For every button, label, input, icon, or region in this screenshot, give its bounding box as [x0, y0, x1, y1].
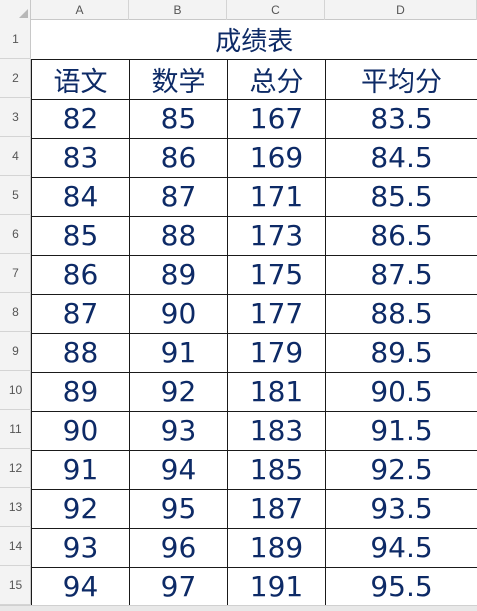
cell-total[interactable]: 167 — [228, 99, 326, 138]
cell-average[interactable]: 89.5 — [326, 333, 477, 372]
cell-total[interactable]: 177 — [228, 294, 326, 333]
cell-total[interactable]: 171 — [228, 177, 326, 216]
select-all-button[interactable] — [0, 0, 31, 20]
cell-average[interactable]: 92.5 — [326, 450, 477, 489]
cell-math[interactable]: 96 — [130, 528, 228, 567]
cell-math[interactable]: 87 — [130, 177, 228, 216]
row-header[interactable]: 14 — [0, 527, 31, 566]
header-cell-total[interactable]: 总分 — [228, 59, 326, 99]
cell-total[interactable]: 185 — [228, 450, 326, 489]
column-header-d[interactable]: D — [325, 0, 477, 20]
cell-chinese[interactable]: 82 — [32, 99, 130, 138]
cell-total[interactable]: 191 — [228, 567, 326, 606]
cell-math[interactable]: 86 — [130, 138, 228, 177]
cell-average[interactable]: 93.5 — [326, 489, 477, 528]
cell-average[interactable]: 87.5 — [326, 255, 477, 294]
row-header[interactable]: 8 — [0, 293, 31, 332]
column-header-b[interactable]: B — [129, 0, 227, 20]
cell-average[interactable]: 88.5 — [326, 294, 477, 333]
row-header[interactable]: 3 — [0, 98, 31, 137]
cell-average[interactable]: 84.5 — [326, 138, 477, 177]
cell-math[interactable]: 89 — [130, 255, 228, 294]
row-header[interactable]: 15 — [0, 566, 31, 605]
cell-chinese[interactable]: 93 — [32, 528, 130, 567]
header-cell-math[interactable]: 数学 — [130, 59, 228, 99]
cell-total[interactable]: 179 — [228, 333, 326, 372]
sheet-title-cell[interactable]: 成绩表 — [32, 20, 477, 59]
cell-math[interactable]: 90 — [130, 294, 228, 333]
cell-chinese[interactable]: 87 — [32, 294, 130, 333]
cell-average[interactable]: 90.5 — [326, 372, 477, 411]
cell-chinese[interactable]: 85 — [32, 216, 130, 255]
cell-chinese[interactable]: 90 — [32, 411, 130, 450]
cell-chinese[interactable]: 92 — [32, 489, 130, 528]
row-header[interactable]: 9 — [0, 332, 31, 371]
row-header[interactable]: 4 — [0, 137, 31, 176]
cell-average[interactable]: 91.5 — [326, 411, 477, 450]
cell-total[interactable]: 169 — [228, 138, 326, 177]
cell-total[interactable]: 189 — [228, 528, 326, 567]
cell-chinese[interactable]: 89 — [32, 372, 130, 411]
cell-total[interactable]: 175 — [228, 255, 326, 294]
cell-chinese[interactable]: 83 — [32, 138, 130, 177]
cell-average[interactable]: 86.5 — [326, 216, 477, 255]
header-cell-chinese[interactable]: 语文 — [32, 59, 130, 99]
row-header[interactable]: 12 — [0, 449, 31, 488]
cell-chinese[interactable]: 91 — [32, 450, 130, 489]
cell-math[interactable]: 88 — [130, 216, 228, 255]
cell-math[interactable]: 93 — [130, 411, 228, 450]
column-header-c[interactable]: C — [227, 0, 325, 20]
sheet-bottom-edge — [0, 605, 477, 611]
cell-total[interactable]: 181 — [228, 372, 326, 411]
cell-chinese[interactable]: 86 — [32, 255, 130, 294]
row-header-bar: 1 2 3 4 5 6 7 8 9 10 11 12 13 14 15 — [0, 20, 31, 605]
cell-total[interactable]: 183 — [228, 411, 326, 450]
cell-chinese[interactable]: 84 — [32, 177, 130, 216]
row-header[interactable]: 10 — [0, 371, 31, 410]
cell-average[interactable]: 94.5 — [326, 528, 477, 567]
cell-math[interactable]: 92 — [130, 372, 228, 411]
row-header[interactable]: 11 — [0, 410, 31, 449]
cell-math[interactable]: 94 — [130, 450, 228, 489]
cell-math[interactable]: 91 — [130, 333, 228, 372]
cell-chinese[interactable]: 88 — [32, 333, 130, 372]
cell-math[interactable]: 97 — [130, 567, 228, 606]
cell-total[interactable]: 173 — [228, 216, 326, 255]
row-header[interactable]: 1 — [0, 20, 31, 59]
row-header[interactable]: 2 — [0, 59, 31, 98]
cell-chinese[interactable]: 94 — [32, 567, 130, 606]
row-header[interactable]: 6 — [0, 215, 31, 254]
cell-math[interactable]: 85 — [130, 99, 228, 138]
cell-average[interactable]: 95.5 — [326, 567, 477, 606]
row-header[interactable]: 5 — [0, 176, 31, 215]
cell-average[interactable]: 83.5 — [326, 99, 477, 138]
row-header[interactable]: 13 — [0, 488, 31, 527]
column-header-a[interactable]: A — [31, 0, 129, 20]
header-cell-average[interactable]: 平均分 — [326, 59, 477, 99]
column-header-bar: A B C D — [0, 0, 477, 20]
row-header[interactable]: 7 — [0, 254, 31, 293]
cell-math[interactable]: 95 — [130, 489, 228, 528]
cell-total[interactable]: 187 — [228, 489, 326, 528]
cell-average[interactable]: 85.5 — [326, 177, 477, 216]
